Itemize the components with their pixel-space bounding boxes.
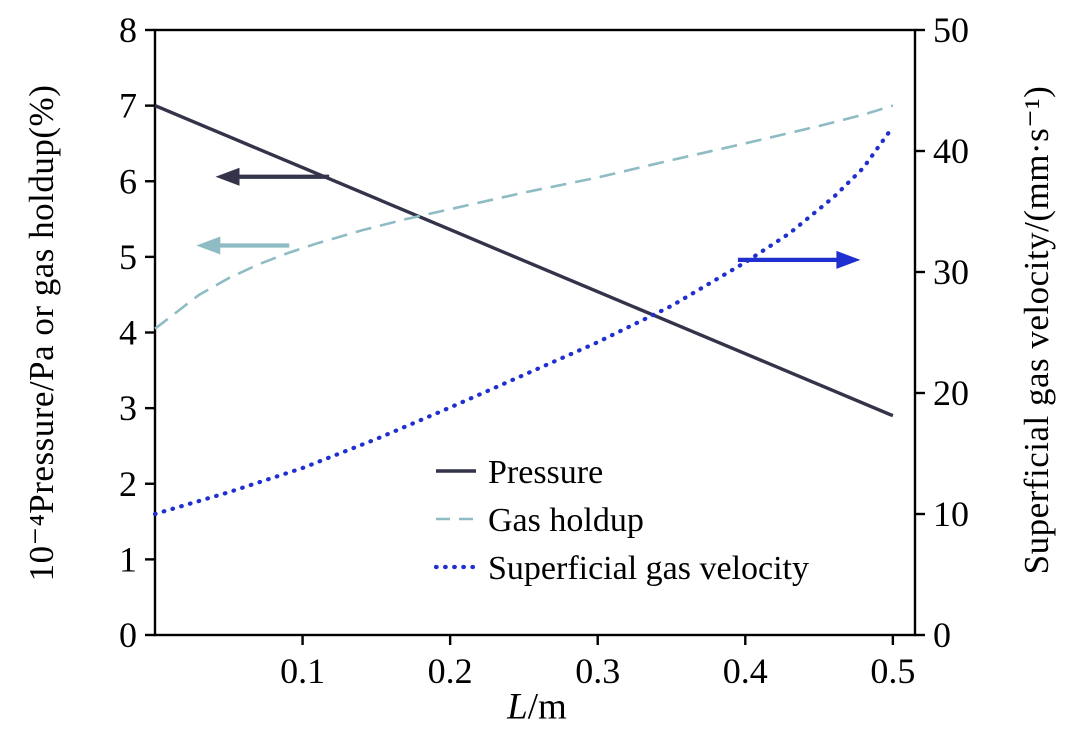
right-axis-title: Superficial gas velocity/(mm·s⁻¹) bbox=[1017, 85, 1056, 575]
left-axis-tick-label: 3 bbox=[119, 388, 137, 428]
x-axis-tick-label: 0.1 bbox=[280, 651, 325, 691]
right-axis-tick-label: 10 bbox=[933, 494, 969, 534]
left-axis-tick-label: 0 bbox=[119, 615, 137, 655]
left-axis-tick-label: 7 bbox=[119, 86, 137, 126]
left-axis-tick-label: 2 bbox=[119, 464, 137, 504]
x-axis-tick-label: 0.3 bbox=[575, 651, 620, 691]
x-axis-title: L/m bbox=[507, 686, 567, 729]
legend-label-gas-holdup: Gas holdup bbox=[488, 502, 644, 539]
right-axis-tick-label: 20 bbox=[933, 373, 969, 413]
x-axis-tick-label: 0.2 bbox=[428, 651, 473, 691]
series-line-superficial-gas-velocity bbox=[152, 124, 896, 517]
x-axis-tick-label: 0.5 bbox=[870, 651, 915, 691]
left-axis-tick-label: 4 bbox=[119, 313, 137, 353]
gas-holdup-axis-arrow-head bbox=[196, 236, 221, 255]
right-axis-tick-label: 30 bbox=[933, 252, 969, 292]
left-axis-title: 10⁻⁴Pressure/Pa or gas holdup(%) bbox=[22, 84, 61, 582]
velocity-axis-arrow-head bbox=[836, 250, 861, 269]
x-axis-title-symbol: L bbox=[507, 686, 528, 728]
x-axis-tick-label: 0.4 bbox=[723, 651, 768, 691]
legend-label-superficial-gas-velocity: Superficial gas velocity bbox=[488, 550, 809, 587]
right-axis-tick-label: 40 bbox=[933, 131, 969, 171]
left-axis-tick-label: 8 bbox=[119, 10, 137, 50]
x-axis-title-unit: /m bbox=[527, 686, 567, 728]
left-axis-tick-label: 6 bbox=[119, 161, 137, 201]
right-axis-tick-label: 0 bbox=[933, 615, 951, 655]
series-line-pressure bbox=[154, 104, 894, 418]
pressure-axis-arrow-head bbox=[215, 167, 240, 186]
left-axis-tick-label: 1 bbox=[119, 539, 137, 579]
legend-label-pressure: Pressure bbox=[488, 454, 603, 491]
left-axis-tick-label: 5 bbox=[119, 237, 137, 277]
right-axis-tick-label: 50 bbox=[933, 10, 969, 50]
plot-frame bbox=[153, 28, 917, 637]
series-line-gas-holdup bbox=[154, 104, 894, 330]
